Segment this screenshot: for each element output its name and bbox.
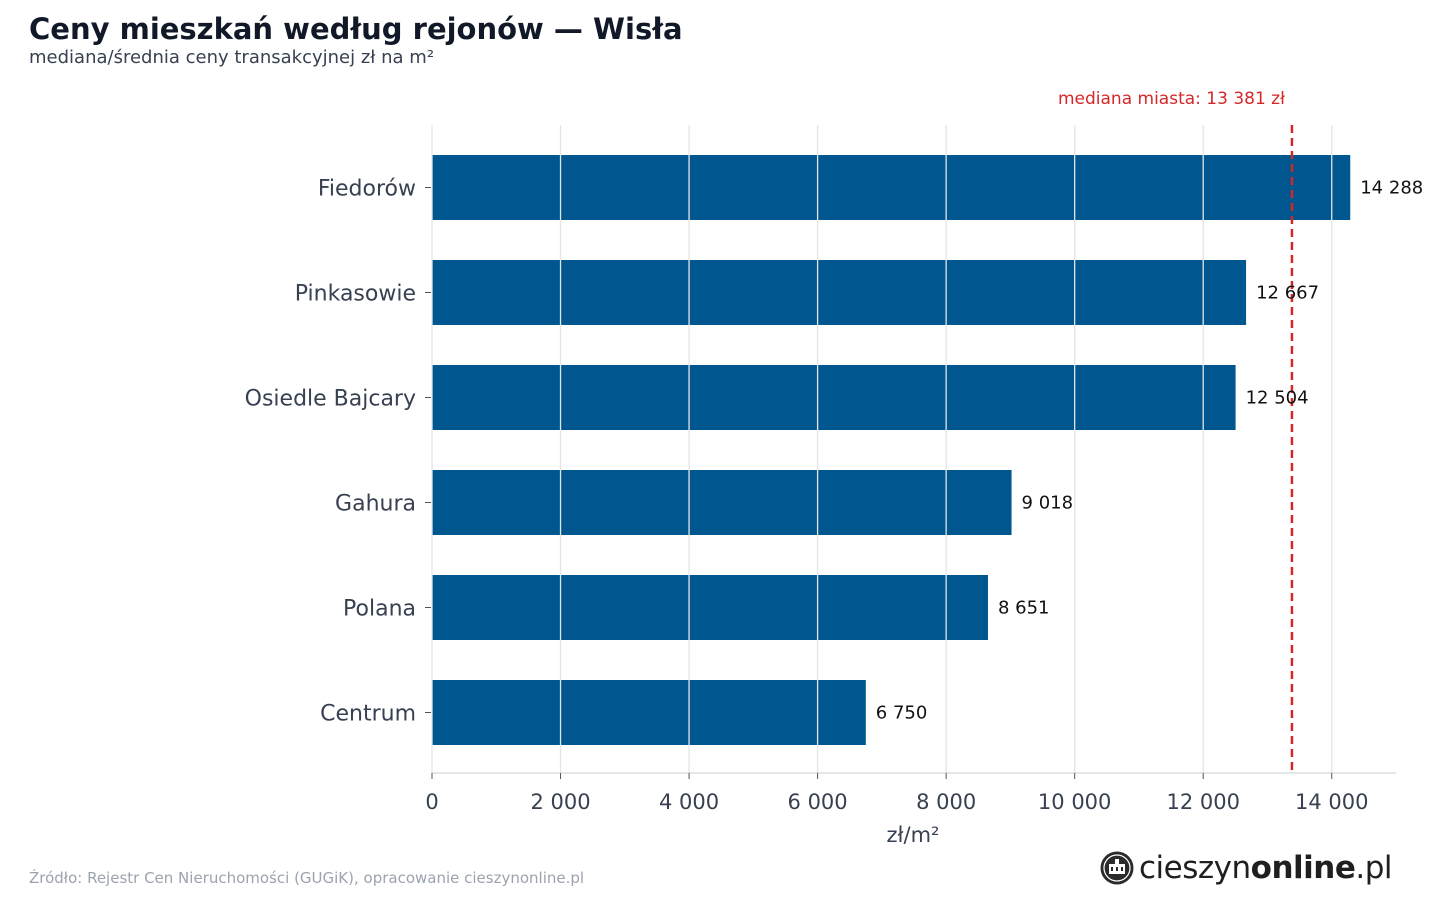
source-note: Źródło: Rejestr Cen Nieruchomości (GUGiK… (29, 869, 585, 887)
bar-4 (432, 575, 988, 640)
chart-title: Ceny mieszkań według rejonów — Wisła (29, 12, 683, 46)
category-label-5: Centrum (320, 702, 416, 727)
bar-1 (432, 260, 1247, 325)
chart-subtitle: mediana/średnia ceny transakcyjnej zł na… (29, 47, 435, 68)
value-label-2: 12 504 (1246, 388, 1309, 409)
value-label-1: 12 667 (1256, 283, 1319, 304)
x-axis-label: zł/m² (887, 823, 940, 847)
category-label-4: Polana (343, 597, 416, 622)
category-label-2: Osiedle Bajcary (245, 387, 416, 412)
value-label-4: 8 651 (998, 598, 1050, 619)
category-label-3: Gahura (335, 492, 416, 517)
cieszynonline-logo: cieszynonline.pl (1099, 848, 1393, 888)
category-label-0: Fiedorów (318, 177, 416, 202)
town-emblem-icon (1100, 851, 1134, 885)
bar-0 (432, 155, 1351, 220)
x-tick-label-7: 14 000 (1295, 790, 1368, 814)
logo-text-bold: online (1250, 850, 1356, 886)
x-tick-label-3: 6 000 (788, 790, 848, 814)
x-tick-label-2: 4 000 (659, 790, 719, 814)
logo-text-regular: cieszyn (1139, 850, 1251, 886)
x-tick-label-4: 8 000 (916, 790, 976, 814)
bar-3 (432, 470, 1012, 535)
reference-line-label: mediana miasta: 13 381 zł (1058, 89, 1285, 109)
logo-text-suffix: .pl (1355, 850, 1393, 886)
category-label-1: Pinkasowie (295, 282, 416, 307)
x-tick-label-1: 2 000 (530, 790, 590, 814)
x-tick-label-5: 10 000 (1038, 790, 1111, 814)
value-label-0: 14 288 (1360, 178, 1423, 199)
x-tick-label-0: 0 (425, 790, 438, 814)
bar-2 (432, 365, 1236, 430)
value-label-3: 9 018 (1022, 493, 1074, 514)
logo-text: cieszynonline.pl (1139, 850, 1393, 886)
bar-5 (432, 680, 866, 745)
x-tick-label-6: 12 000 (1166, 790, 1239, 814)
value-label-5: 6 750 (876, 703, 928, 724)
